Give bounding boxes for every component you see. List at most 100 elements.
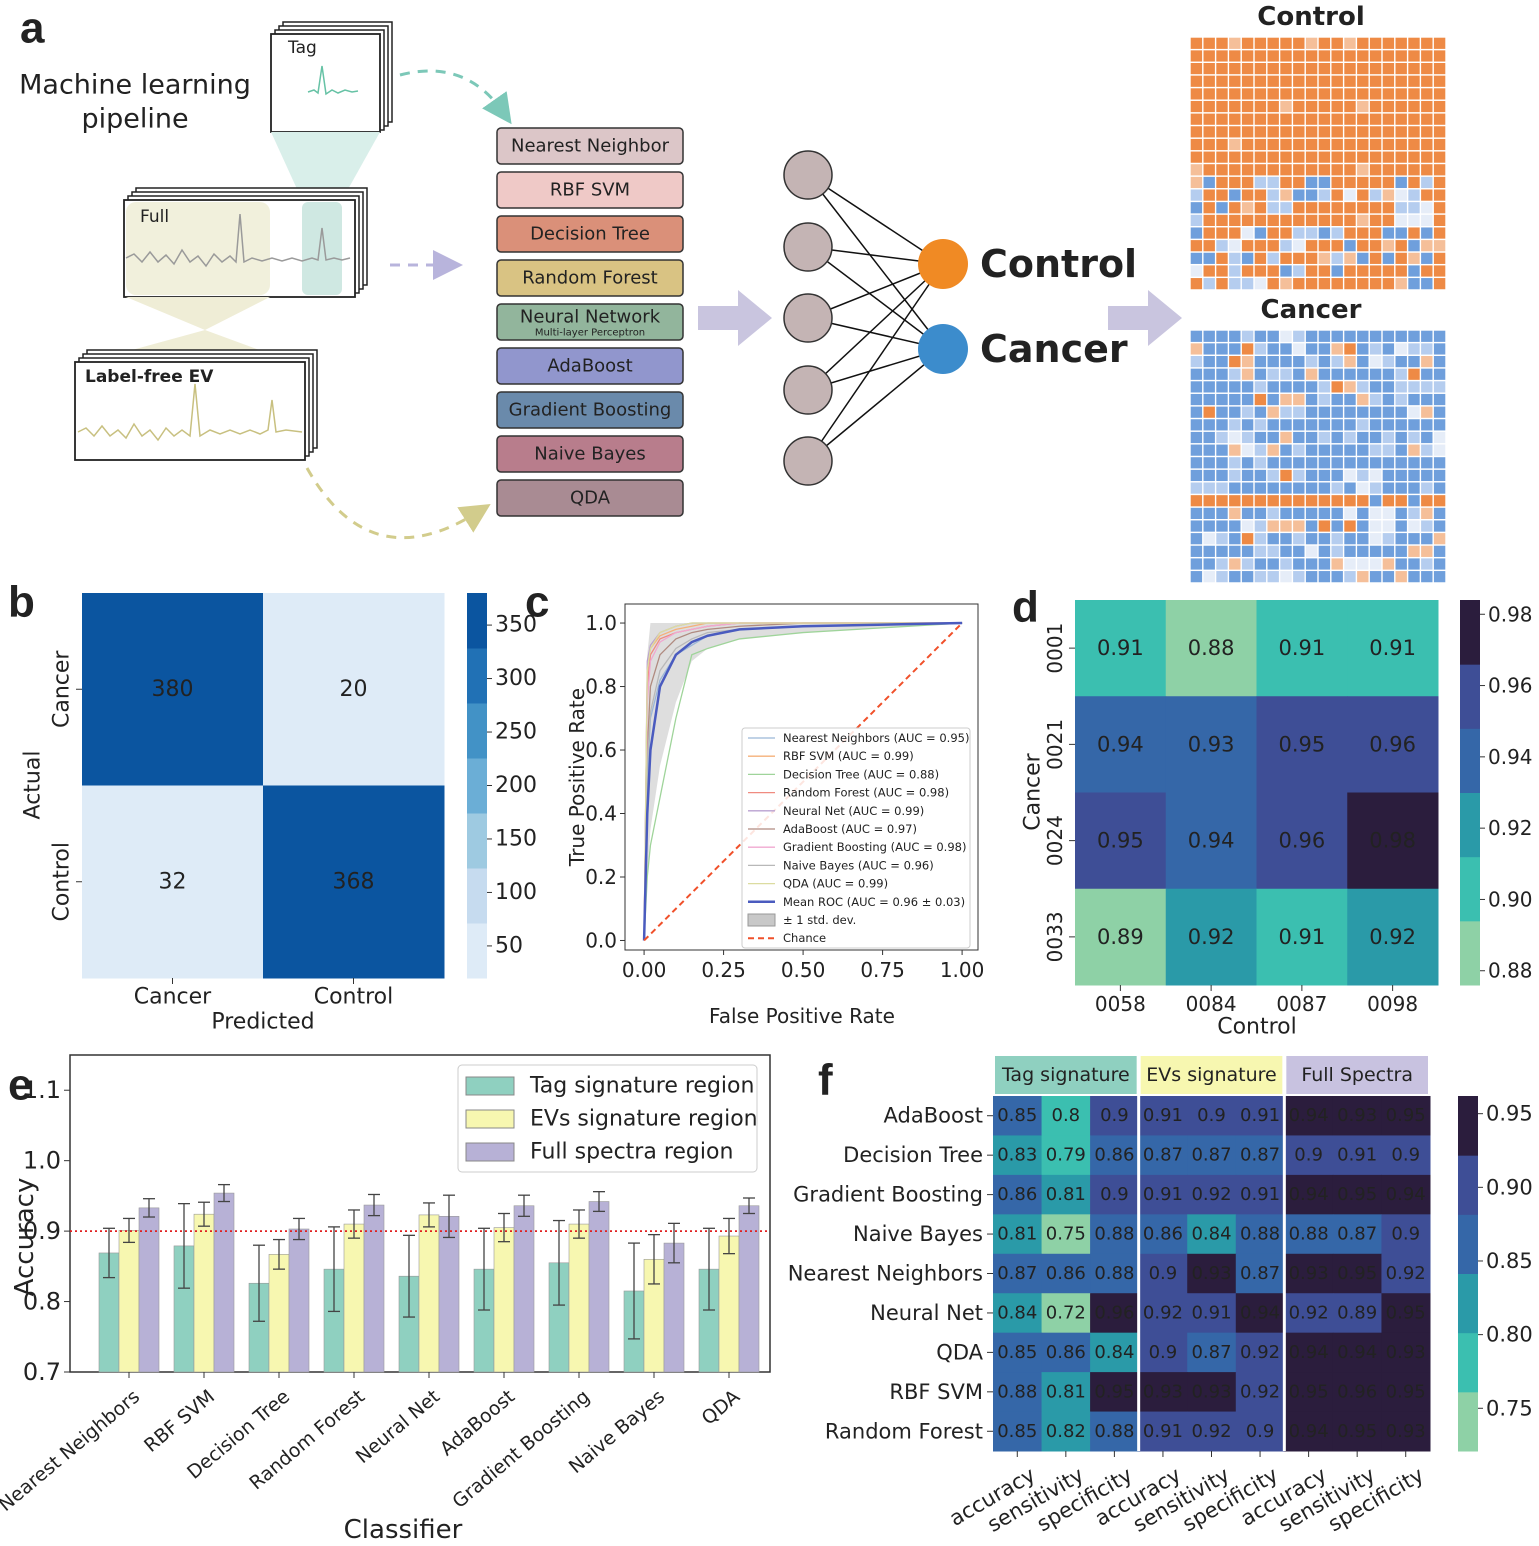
result-cell <box>1369 63 1382 75</box>
result-cell <box>1216 330 1228 342</box>
classifier-box <box>496 259 684 297</box>
x-axis-label: Control <box>1217 1015 1297 1040</box>
input-label: Full <box>140 207 169 227</box>
result-cell <box>1190 343 1203 355</box>
result-cell <box>1421 406 1433 418</box>
heatmap-cell <box>1187 1096 1237 1136</box>
result-cell <box>1190 252 1203 264</box>
result-cell <box>1318 507 1331 519</box>
result-cell <box>1305 482 1318 494</box>
result-cell <box>1267 278 1279 290</box>
result-cell <box>1395 50 1407 62</box>
result-cell <box>1357 202 1369 214</box>
cell-label: 0.85 <box>997 1105 1037 1126</box>
result-cell <box>1254 381 1267 393</box>
heatmap-cell <box>993 1096 1043 1136</box>
result-cell <box>1421 88 1433 100</box>
result-cell <box>1421 252 1433 264</box>
result-cell <box>1318 252 1331 264</box>
result-cell <box>1267 381 1279 393</box>
error-bar <box>368 1193 380 1217</box>
result-cell <box>1254 343 1267 355</box>
result-cell <box>1331 202 1343 214</box>
result-cell <box>1203 457 1215 469</box>
bar <box>288 1228 310 1373</box>
result-cell <box>1421 507 1433 519</box>
result-cell <box>1395 558 1407 570</box>
heatmap-cell <box>1187 1293 1237 1334</box>
result-cell <box>1344 164 1356 176</box>
result-cell <box>1344 406 1356 418</box>
result-cell <box>1433 88 1446 100</box>
cell-label: 0.94 <box>1188 829 1235 853</box>
heatmap-cell <box>1256 696 1348 793</box>
cell-label: 0.84 <box>1191 1224 1231 1245</box>
result-cell <box>1216 151 1228 163</box>
cell-label: 0.94 <box>1289 1184 1329 1205</box>
result-cell <box>1293 176 1305 189</box>
colorbar-tick-label: 250 <box>495 720 537 745</box>
result-cell <box>1280 343 1292 355</box>
result-cell <box>1357 113 1369 125</box>
result-cell <box>1229 558 1241 570</box>
panel-label: a <box>20 4 45 53</box>
colorbar-bin <box>467 593 487 649</box>
result-cell <box>1369 444 1382 456</box>
heatmap-cell <box>1090 1293 1140 1334</box>
bar <box>588 1201 610 1373</box>
result-cell <box>1318 202 1331 214</box>
classifier-label: Gradient Boosting <box>509 400 672 421</box>
result-cell <box>1280 330 1292 342</box>
cell-label: 0.9 <box>1100 1105 1129 1126</box>
result-cell <box>1382 431 1395 444</box>
classifier-box <box>496 479 684 517</box>
result-cell <box>1267 214 1279 226</box>
result-cell <box>1305 126 1318 138</box>
result-cell <box>1433 100 1446 113</box>
group-header <box>995 1056 1137 1094</box>
result-cell <box>1408 571 1420 583</box>
result-cell <box>1408 406 1420 418</box>
result-cell <box>1216 227 1228 239</box>
result-cell <box>1267 520 1279 532</box>
result-cell <box>1280 265 1292 277</box>
result-cell <box>1331 393 1343 406</box>
bar <box>418 1214 440 1373</box>
result-cell <box>1433 381 1446 393</box>
y-tick-label: 0033 <box>1043 911 1067 962</box>
result-cell <box>1241 88 1254 100</box>
result-cell <box>1421 113 1433 125</box>
error-bar <box>443 1194 455 1239</box>
heatmap-cell <box>1041 1411 1091 1452</box>
result-cell <box>1241 227 1254 239</box>
heatmap-cell <box>1187 1174 1237 1215</box>
nn-node <box>783 293 833 343</box>
result-cell <box>1344 138 1356 151</box>
cell-label: 0.87 <box>1240 1263 1280 1284</box>
result-cell <box>1216 240 1228 252</box>
result-cell <box>1267 138 1279 151</box>
result-cell <box>1408 214 1420 226</box>
cell-label: 0.95 <box>1337 1184 1377 1205</box>
cell-label: 0.79 <box>1046 1145 1086 1166</box>
result-cell <box>1216 164 1228 176</box>
result-cell <box>1421 482 1433 494</box>
colorbar-tick-label: 0.94 <box>1488 745 1533 769</box>
result-cell <box>1357 495 1369 507</box>
result-cell <box>1433 202 1446 214</box>
heatmap-cell <box>1165 888 1257 986</box>
result-cell <box>1318 37 1331 49</box>
result-cell <box>1293 545 1305 557</box>
result-cell <box>1331 381 1343 393</box>
nn-edge <box>807 263 944 462</box>
colorbar-bin <box>1460 792 1480 858</box>
group-header <box>1140 1056 1283 1094</box>
error-bar <box>593 1191 605 1213</box>
result-cell <box>1395 126 1407 138</box>
result-cell <box>1216 113 1228 125</box>
x-tick-label: Cancer <box>134 985 212 1010</box>
result-cell <box>1267 406 1279 418</box>
heatmap-cell <box>1235 1332 1285 1373</box>
result-cell <box>1433 252 1446 264</box>
result-cell <box>1318 330 1331 342</box>
